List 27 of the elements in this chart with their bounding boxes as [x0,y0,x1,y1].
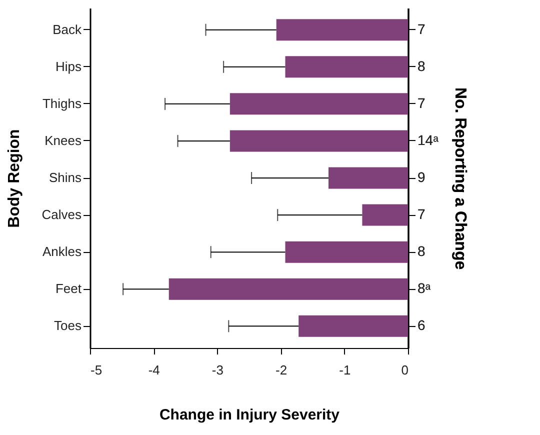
y-tick-label: Shins [48,170,82,185]
y2-tick-label: 7 [418,94,426,111]
y-axis-title: Body Region [6,129,23,228]
y-tick-label: Back [52,22,82,37]
y-tick-label: Feet [55,281,82,296]
x-tick-label: 0 [401,362,408,378]
y2-tick-label: 14ᵃ [418,132,440,148]
y2-tick-label: 7 [418,206,426,222]
x-tick-label: -5 [90,362,102,378]
y-tick-label: Knees [44,132,82,148]
y-tick-label: Hips [55,58,82,74]
x-tick-label: -3 [212,362,224,378]
x-tick-label: -1 [339,362,351,378]
y2-tick-label: 7 [418,20,426,37]
y-tick-label: Thighs [42,96,82,111]
y2-axis-title: No. Reporting a Change [451,87,468,270]
y2-tick-label: 8 [418,243,426,260]
y2-tick-label: 8 [418,58,426,74]
y2-tick-label: 9 [418,169,426,185]
x-tick-label: -4 [148,362,160,378]
y2-tick-label: 6 [418,317,426,334]
x-axis-title: Change in Injury Severity [159,406,340,424]
y2-tick-label: 8ᵃ [418,280,432,296]
x-tick-label: -2 [276,362,288,378]
y-tick-label: Calves [42,207,82,222]
y-tick-label: Ankles [42,244,82,260]
y-tick-label: Toes [54,318,82,334]
